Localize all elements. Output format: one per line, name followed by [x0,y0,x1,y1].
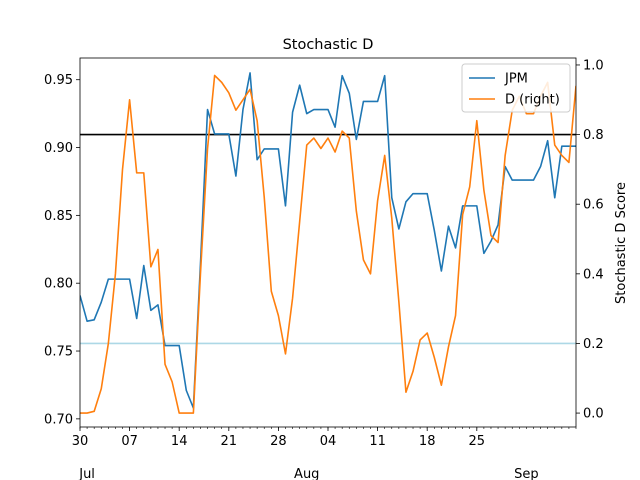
x-tick-label: 25 [469,434,486,449]
y-right-tick-label: 0.8 [583,128,604,143]
y-left-tick-label: 0.75 [44,345,73,360]
x-tick-label: 14 [171,434,188,449]
y-axis-right-title: Stochastic D Score [614,182,629,304]
legend-label: JPM [504,72,528,87]
series-line-d [80,74,576,414]
x-tick-label: 28 [270,434,287,449]
x-month-label: Aug [294,467,319,480]
x-tick-label: 18 [419,434,436,449]
legend-label: D (right) [505,93,560,108]
chart-title: Stochastic D [283,37,374,53]
y-right-tick-label: 0.4 [583,267,604,282]
x-month-label: Jul [78,467,95,480]
y-left-tick-label: 0.70 [44,412,73,427]
y-right-tick-label: 0.6 [583,198,604,213]
x-axis: 30 07 14 21 28 04 11 18 25 Jul Aug Sep [72,427,577,480]
x-month-label: Sep [514,467,539,480]
y-axis-right: 0.0 0.2 0.4 0.6 0.8 1.0 [576,58,604,422]
legend-box [461,63,571,113]
y-right-tick-label: 0.2 [583,337,604,352]
y-left-tick-label: 0.95 [44,73,73,88]
y-axis-left: 0.70 0.75 0.80 0.85 0.90 0.95 [44,73,80,427]
legend: JPM D (right) [461,63,571,113]
x-tick-label: 04 [320,434,337,449]
x-tick-label: 07 [121,434,138,449]
x-tick-label: 21 [221,434,238,449]
y-left-tick-label: 0.85 [44,209,73,224]
y-right-tick-label: 0.0 [583,407,604,422]
y-left-tick-label: 0.90 [44,141,73,156]
y-right-tick-label: 1.0 [583,58,604,73]
x-tick-label: 11 [369,434,386,449]
series-lines [80,72,576,414]
x-tick-label: 30 [72,434,89,449]
reference-lines [80,133,576,345]
y-left-tick-label: 0.80 [44,277,73,292]
